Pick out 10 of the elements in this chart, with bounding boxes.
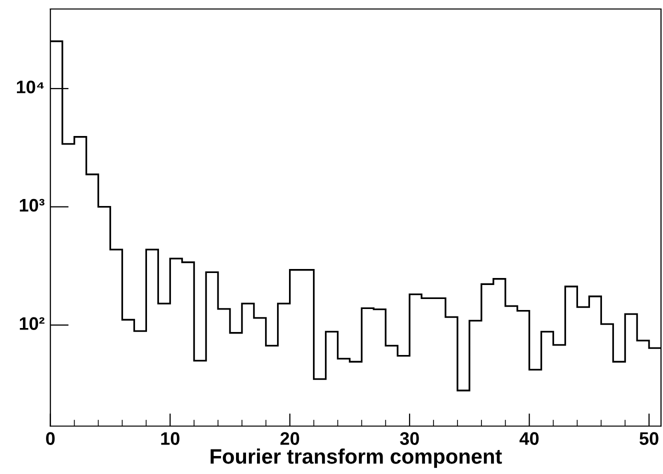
x-tick-label: 40: [520, 432, 539, 445]
y-tick-label: 10²: [20, 317, 44, 330]
x-tick-label: 10: [161, 432, 180, 445]
x-tick-label: 30: [400, 432, 419, 445]
x-tick-label: 50: [640, 432, 658, 445]
y-tick-label: 10³: [20, 198, 44, 212]
x-tick-label: 20: [280, 432, 300, 445]
x-tick-label: 0: [46, 432, 55, 445]
x-axis-title: Fourier transform component: [210, 448, 502, 468]
y-tick-label: 10⁴: [16, 80, 44, 94]
